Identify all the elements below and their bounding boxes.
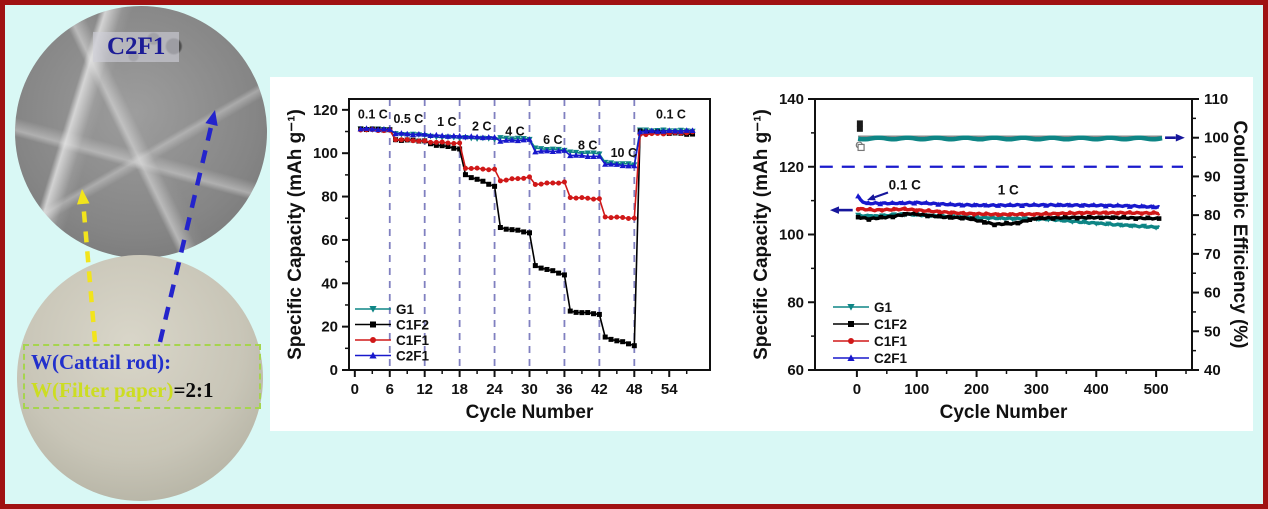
ratio-line1: W(Cattail rod): — [31, 350, 172, 374]
y-left-tick-label: 120 — [779, 159, 804, 176]
y-tick-label: 60 — [321, 232, 338, 249]
rate-labels: 0.1 C 0.5 C 1 C 2 C 4 C 6 C 8 C 10 C 0.1 C — [358, 108, 686, 160]
y-left-tick-label: 80 — [787, 294, 804, 311]
initial-outlier-points — [855, 120, 865, 152]
series-C1F1 — [358, 127, 696, 221]
x-tick-label: 500 — [1144, 381, 1169, 398]
y-tick-label: 120 — [313, 102, 338, 119]
x-tick-label: 36 — [556, 381, 573, 398]
annotations: 0.1 C 1 C — [867, 177, 1019, 201]
series-C2F1 — [357, 125, 696, 169]
x-tick-label: 12 — [416, 381, 433, 398]
coulombic-efficiency-band — [857, 135, 1163, 142]
x-axis-title: Cycle Number — [466, 402, 594, 423]
series-C1F2 — [855, 211, 1162, 228]
legend-label: C1F2 — [874, 317, 907, 332]
x-tick-label: 100 — [904, 381, 929, 398]
x-tick-label: 0 — [853, 381, 861, 398]
x-tick-label: 54 — [661, 381, 678, 398]
rate-label: 10 C — [611, 146, 637, 160]
charts-panel: 0 6 12 18 24 30 36 42 48 54 0 20 40 60 80 100 120 Cycle N… — [270, 77, 1253, 431]
y-tick-label: 100 — [313, 145, 338, 162]
legend-label: C1F2 — [396, 318, 429, 333]
sem-label-box: C2F1 — [93, 32, 180, 62]
y-right-tick-label: 70 — [1204, 246, 1221, 263]
legend-label: G1 — [396, 302, 415, 317]
x-axis-title: Cycle Number — [940, 402, 1068, 423]
y-right-tick-label: 100 — [1204, 130, 1229, 147]
x-tick-label: 200 — [964, 381, 989, 398]
legend: G1 C1F2 C1F1 C2F1 — [833, 300, 908, 366]
legend-label: G1 — [874, 300, 893, 315]
x-tick-label: 6 — [386, 381, 394, 398]
series-layer — [855, 193, 1162, 231]
y-tick-label: 0 — [330, 362, 338, 379]
rate-label: 0.1 C — [656, 108, 686, 122]
x-tick-label: 48 — [626, 381, 643, 398]
ratio-line2-highlight: W(Filter paper) — [31, 377, 174, 402]
y-axis-title: Specific Capacity (mAh g⁻¹) — [285, 109, 306, 360]
x-tick-label: 400 — [1084, 381, 1109, 398]
series-C2F1 — [855, 193, 1161, 210]
y-right-tick-label: 50 — [1204, 323, 1221, 340]
right-axis-pointer-arrow — [1165, 133, 1185, 142]
y-right-tick-label: 80 — [1204, 207, 1221, 224]
y-right-tick-label: 40 — [1204, 362, 1221, 379]
y-right-tick-label: 110 — [1204, 91, 1228, 108]
x-tick-label: 30 — [521, 381, 538, 398]
cycling-stability-chart: 0 100 200 300 400 500 60 80 100 120 140 40 50 60 70 80 9… — [751, 91, 1250, 423]
legend-label: C2F1 — [396, 349, 430, 364]
series-layer — [357, 125, 696, 349]
y-left-tick-label: 100 — [779, 227, 804, 244]
ratio-annotation-box: W(Cattail rod): W(Filter paper)=2:1 — [23, 344, 261, 410]
left-axis-pointer-arrow — [829, 206, 853, 214]
y-left-tick-label: 140 — [779, 91, 804, 108]
rate-capability-chart: 0 6 12 18 24 30 36 42 48 54 0 20 40 60 80 100 120 Cycle N… — [285, 98, 711, 423]
rate-label: 8 C — [578, 138, 597, 152]
y-tick-label: 40 — [321, 275, 338, 292]
rate-label: 4 C — [505, 124, 524, 138]
y-tick-label: 80 — [321, 189, 338, 206]
x-tick-label: 300 — [1024, 381, 1049, 398]
y-right-tick-label: 60 — [1204, 285, 1221, 302]
x-tick-label: 42 — [591, 381, 608, 398]
x-tick-label: 24 — [486, 381, 503, 398]
sem-label: C2F1 — [107, 33, 166, 60]
axes: 0 6 12 18 24 30 36 42 48 54 0 20 40 60 80 100 120 — [313, 98, 711, 398]
disc-photo — [17, 255, 263, 501]
y-right-tick-label: 90 — [1204, 168, 1221, 185]
annotation: 0.1 C — [889, 177, 922, 192]
y-right-axis-title: Coulombic Efficiency (%) — [1229, 120, 1250, 348]
ratio-line2-suffix: =2:1 — [173, 377, 214, 402]
legend-label: C2F1 — [874, 351, 908, 366]
legend-label: C1F1 — [396, 333, 430, 348]
rate-label: 0.1 C — [358, 108, 388, 122]
x-tick-label: 0 — [351, 381, 359, 398]
rate-label: 0.5 C — [393, 112, 423, 126]
legend-label: C1F1 — [874, 334, 908, 349]
series-C1F1 — [855, 206, 1161, 218]
rate-label: 1 C — [437, 115, 456, 129]
annotation: 1 C — [998, 183, 1019, 198]
x-tick-label: 18 — [451, 381, 468, 398]
y-left-tick-label: 60 — [787, 362, 804, 379]
rate-label: 6 C — [543, 133, 562, 147]
y-tick-label: 20 — [321, 319, 338, 336]
y-left-axis-title: Specific Capacity (mAh g⁻¹) — [751, 109, 772, 360]
rate-label: 2 C — [472, 119, 491, 133]
axes: 0 100 200 300 400 500 60 80 100 120 140 40 50 60 70 80 9… — [779, 91, 1229, 398]
